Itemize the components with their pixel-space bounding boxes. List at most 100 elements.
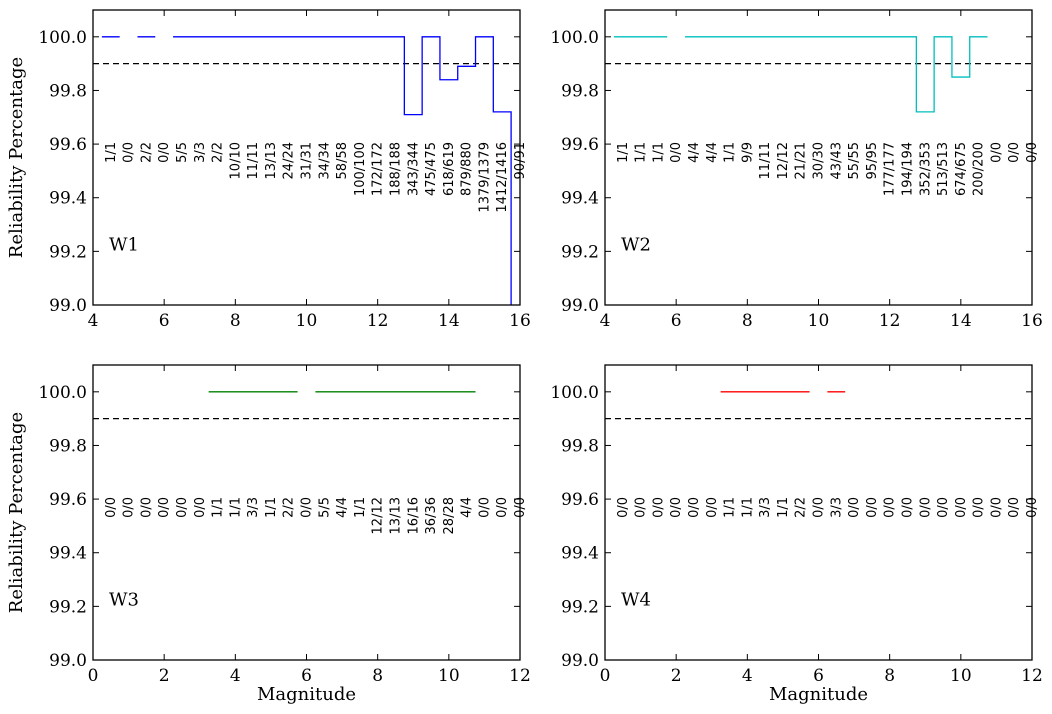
bin-ratio-label: 0/0 — [847, 497, 862, 518]
bin-ratio-label: 3/3 — [829, 497, 844, 518]
bin-ratio-label: 0/0 — [954, 497, 969, 518]
y-tick-label: 99.8 — [561, 436, 599, 456]
x-tick-label: 14 — [438, 311, 460, 331]
bin-ratio-label: 13/13 — [264, 142, 279, 179]
bin-ratio-label: 11/11 — [246, 142, 261, 179]
x-tick-label: 16 — [1021, 311, 1043, 331]
bin-ratio-label: 0/0 — [883, 497, 898, 518]
bin-ratio-label: 55/55 — [847, 142, 862, 179]
x-tick-label: 8 — [742, 311, 753, 331]
x-tick-label: 6 — [301, 666, 312, 686]
bin-ratio-label: 10/10 — [228, 142, 243, 179]
x-axis-label: Magnitude — [769, 684, 868, 705]
bin-ratio-label: 2/2 — [794, 497, 809, 518]
bin-ratio-label: 31/31 — [300, 142, 315, 179]
y-axis-label: Reliability Percentage — [6, 57, 27, 258]
bin-ratio-label: 43/43 — [829, 142, 844, 179]
x-tick-label: 10 — [438, 666, 460, 686]
panel-w1: 1/1 0/0 2/2 0/0 5/5 3/3 2/2 10/10 11/11 13/13 24/2… — [6, 9, 531, 331]
y-tick-label: 99.0 — [49, 296, 87, 316]
y-tick-label: 99.6 — [561, 135, 599, 155]
panel-w4: 0/0 0/0 0/0 0/0 0/0 0/0 1/1 1/1 3/3 1/1 2/2 0/0 3/3 0… — [550, 364, 1043, 705]
bin-ratio-label: 2/2 — [211, 142, 226, 163]
y-tick-label: 99.6 — [49, 135, 87, 155]
y-axis-label: Reliability Percentage — [6, 412, 27, 613]
x-tick-label: 12 — [509, 666, 531, 686]
bin-ratio-label: 194/194 — [900, 142, 915, 196]
bin-ratio-label: 1/1 — [353, 497, 368, 518]
x-tick-label: 0 — [88, 666, 99, 686]
bin-ratio-label: 0/0 — [122, 142, 137, 163]
y-tick-label: 99.4 — [49, 189, 87, 209]
panel-w2: 1/1 1/1 1/1 0/0 4/4 4/4 1/1 9/9 11/11 12/12 21/21 3… — [550, 9, 1043, 331]
x-tick-label: 6 — [671, 311, 682, 331]
y-tick-label: 99.0 — [561, 651, 599, 671]
bin-ratio-label: 36/36 — [424, 497, 439, 534]
x-tick-label: 8 — [230, 311, 241, 331]
bin-ratio-label: 0/0 — [1007, 142, 1022, 163]
bin-ratio-label: 674/675 — [954, 142, 969, 196]
bin-ratio-label: 172/172 — [371, 142, 386, 196]
bin-ratio-label: 5/5 — [317, 497, 332, 518]
x-tick-label: 8 — [884, 666, 895, 686]
x-tick-label: 10 — [808, 311, 830, 331]
bin-ratio-label: 5/5 — [175, 142, 190, 163]
bin-ratio-label: 0/0 — [972, 497, 987, 518]
y-tick-label: 99.6 — [49, 490, 87, 510]
bin-ratio-label: 0/0 — [616, 497, 631, 518]
bin-ratio-label: 1/1 — [723, 142, 738, 163]
x-tick-label: 16 — [509, 311, 531, 331]
step-segment — [173, 36, 512, 305]
x-tick-label: 6 — [813, 666, 824, 686]
bin-ratio-label: 0/0 — [812, 497, 827, 518]
y-tick-label: 100.0 — [550, 383, 599, 403]
panel-label: W4 — [621, 589, 651, 610]
y-tick-label: 99.4 — [561, 189, 599, 209]
bin-ratio-label: 0/0 — [139, 497, 154, 518]
x-tick-label: 4 — [230, 666, 241, 686]
bin-ratio-label: 0/0 — [122, 497, 137, 518]
y-tick-label: 99.0 — [49, 651, 87, 671]
y-tick-label: 100.0 — [38, 28, 87, 48]
bin-ratio-label: 1/1 — [211, 497, 226, 518]
bin-ratio-label: 0/0 — [193, 497, 208, 518]
x-tick-label: 6 — [159, 311, 170, 331]
bin-ratio-label: 58/58 — [335, 142, 350, 179]
bin-ratio-label: 30/30 — [812, 142, 827, 179]
bin-ratio-label: 4/4 — [335, 497, 350, 518]
y-tick-label: 99.8 — [561, 81, 599, 101]
bin-ratio-label: 0/0 — [705, 497, 720, 518]
bin-ratio-label: 0/0 — [918, 497, 933, 518]
bin-ratio-label: 12/12 — [776, 142, 791, 179]
bin-ratio-label: 352/353 — [918, 142, 933, 196]
y-tick-label: 100.0 — [550, 28, 599, 48]
bin-ratio-label: 1/1 — [651, 142, 666, 163]
x-axis-label: Magnitude — [257, 684, 356, 705]
bin-ratio-label: 0/0 — [300, 497, 315, 518]
bin-ratio-label: 0/0 — [104, 497, 119, 518]
bin-ratio-label: 3/3 — [193, 142, 208, 163]
x-tick-label: 8 — [372, 666, 383, 686]
bin-ratio-label: 24/24 — [282, 142, 297, 179]
panel-label: W2 — [621, 234, 651, 255]
bin-ratio-label: 4/4 — [705, 142, 720, 163]
y-tick-label: 99.4 — [49, 544, 87, 564]
panel-label: W3 — [109, 589, 139, 610]
bin-ratio-label: 9/9 — [740, 142, 755, 163]
bin-ratio-label: 0/0 — [989, 497, 1004, 518]
x-tick-label: 14 — [950, 311, 972, 331]
x-tick-label: 12 — [1021, 666, 1043, 686]
bin-ratio-label: 0/0 — [900, 497, 915, 518]
x-tick-label: 2 — [159, 666, 170, 686]
x-tick-label: 10 — [296, 311, 318, 331]
bin-ratio-label: 618/619 — [442, 142, 457, 196]
bin-ratio-label: 12/12 — [371, 497, 386, 534]
panel-label: W1 — [109, 234, 139, 255]
y-tick-label: 99.2 — [561, 597, 599, 617]
bin-ratio-label: 0/0 — [989, 142, 1004, 163]
bin-ratio-label: 13/13 — [388, 497, 403, 534]
bin-ratio-label: 2/2 — [139, 142, 154, 163]
bin-ratio-label: 0/0 — [669, 142, 684, 163]
x-tick-label: 10 — [950, 666, 972, 686]
